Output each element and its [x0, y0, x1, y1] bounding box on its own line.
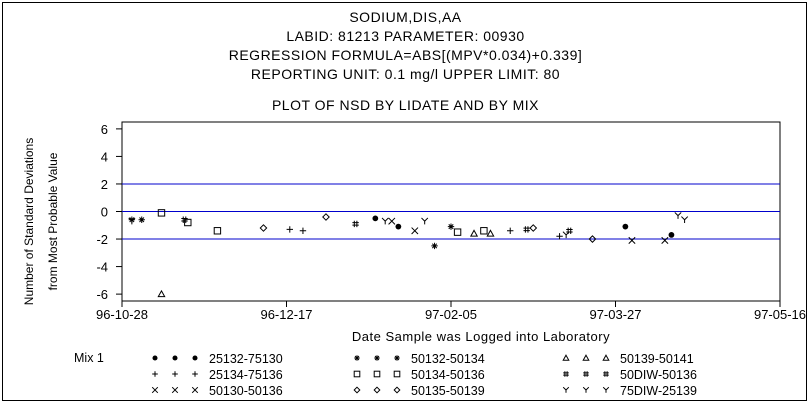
legend-label: 50130-50136: [209, 384, 283, 398]
legend-label: 50134-50136: [411, 368, 485, 382]
legend-title: Mix 1: [74, 351, 104, 365]
y-tick-label: -2: [96, 232, 108, 247]
reporting-unit: REPORTING UNIT: 0.1 mg/l UPPER LIMIT: 80: [250, 66, 561, 82]
data-point: [668, 232, 675, 238]
legend-marker: [582, 354, 590, 361]
legend-marker: [152, 371, 158, 377]
data-point: [529, 224, 538, 232]
legend-marker: [172, 371, 178, 377]
legend-marker: [191, 386, 199, 394]
legend-label: 50135-50139: [411, 384, 485, 398]
x-tick-label: 96-12-17: [260, 307, 312, 322]
data-point: [480, 227, 488, 235]
data-point: [622, 223, 629, 230]
x-tick-label: 97-05-16: [754, 307, 806, 322]
data-point: [562, 231, 570, 239]
legend-marker: [582, 386, 590, 393]
data-point: [486, 229, 495, 237]
legend-marker: [602, 386, 610, 393]
legend-marker: [603, 371, 609, 377]
data-point: [447, 223, 455, 230]
y-tick-label: 4: [101, 149, 108, 164]
data-point: [388, 217, 396, 225]
data-point: [661, 236, 669, 244]
data-point: [411, 227, 419, 235]
data-point: [322, 213, 330, 221]
data-point: [566, 227, 573, 234]
data-point: [157, 289, 166, 298]
legend-marker: [192, 355, 198, 361]
data-point: [352, 220, 359, 228]
legend-label: 25134-75136: [209, 368, 283, 382]
plot-subtitle: PLOT OF NSD BY LIDATE AND BY MIX: [271, 97, 540, 113]
legend-label: 50139-50141: [620, 352, 694, 366]
legend-marker: [151, 386, 159, 394]
data-point: [299, 227, 307, 234]
legend-marker: [192, 371, 198, 377]
legend-marker: [562, 386, 570, 393]
legend-marker: [171, 386, 179, 394]
data-point: [286, 226, 293, 233]
data-point: [628, 236, 636, 244]
data-point: [181, 216, 188, 223]
regression-formula: REGRESSION FORMULA=ABS[(MPV*0.034)+0.339…: [228, 47, 583, 63]
x-tick-label: 97-03-27: [589, 307, 641, 322]
legend-label: 75DIW-25139: [620, 384, 697, 398]
data-point: [523, 226, 530, 233]
legend-marker: [373, 370, 381, 378]
y-tick-label: 0: [101, 205, 108, 220]
data-point: [431, 242, 438, 250]
data-point: [453, 228, 462, 236]
legend-marker: [353, 370, 361, 378]
data-point: [507, 227, 514, 234]
legend-label: 50DIW-50136: [620, 368, 697, 382]
y-tick-label: -6: [96, 287, 108, 302]
legend-marker: [353, 386, 361, 394]
data-point: [213, 227, 222, 235]
legend-marker: [374, 355, 380, 361]
data-point: [157, 209, 166, 217]
x-tick-label: 97-02-05: [425, 307, 477, 322]
legend-marker: [152, 355, 158, 361]
data-point: [138, 216, 145, 223]
legend-marker: [394, 355, 400, 361]
data-point: [184, 218, 192, 227]
legend-marker: [562, 354, 570, 361]
legend-marker: [172, 355, 178, 361]
x-axis-label: Date Sample was Logged into Laboratory: [352, 329, 610, 344]
legend-marker: [563, 371, 569, 377]
chart-frame: [2, 2, 807, 401]
legend-marker: [354, 355, 360, 361]
data-point: [395, 223, 402, 230]
data-point: [674, 212, 682, 219]
data-point: [469, 229, 479, 237]
data-point: [128, 216, 136, 223]
x-tick-label: 96-10-28: [96, 307, 148, 322]
legend-marker: [373, 386, 381, 394]
y-axis-label: Number of Standard Deviations: [22, 138, 36, 305]
data-point: [421, 217, 429, 225]
y-tick-label: 2: [101, 177, 108, 192]
legend-label: 50132-50134: [411, 352, 485, 366]
chart-title: SODIUM,DIS,AA: [349, 9, 462, 25]
labid-line: LABID: 81213 PARAMETER: 00930: [286, 28, 525, 44]
data-point: [681, 216, 689, 223]
legend-marker: [393, 386, 401, 394]
legend-label: 25132-75130: [209, 352, 283, 366]
legend-marker: [583, 371, 589, 377]
data-point: [372, 215, 379, 222]
y-axis-label: from Most Probable Value: [46, 152, 60, 290]
data-point: [128, 217, 136, 225]
data-point: [259, 224, 268, 232]
data-point: [381, 217, 389, 225]
y-tick-label: -4: [96, 260, 108, 275]
y-tick-label: 6: [101, 122, 108, 137]
legend-marker: [602, 354, 610, 361]
data-point: [556, 233, 563, 240]
legend-marker: [393, 370, 401, 378]
data-point: [588, 235, 597, 243]
